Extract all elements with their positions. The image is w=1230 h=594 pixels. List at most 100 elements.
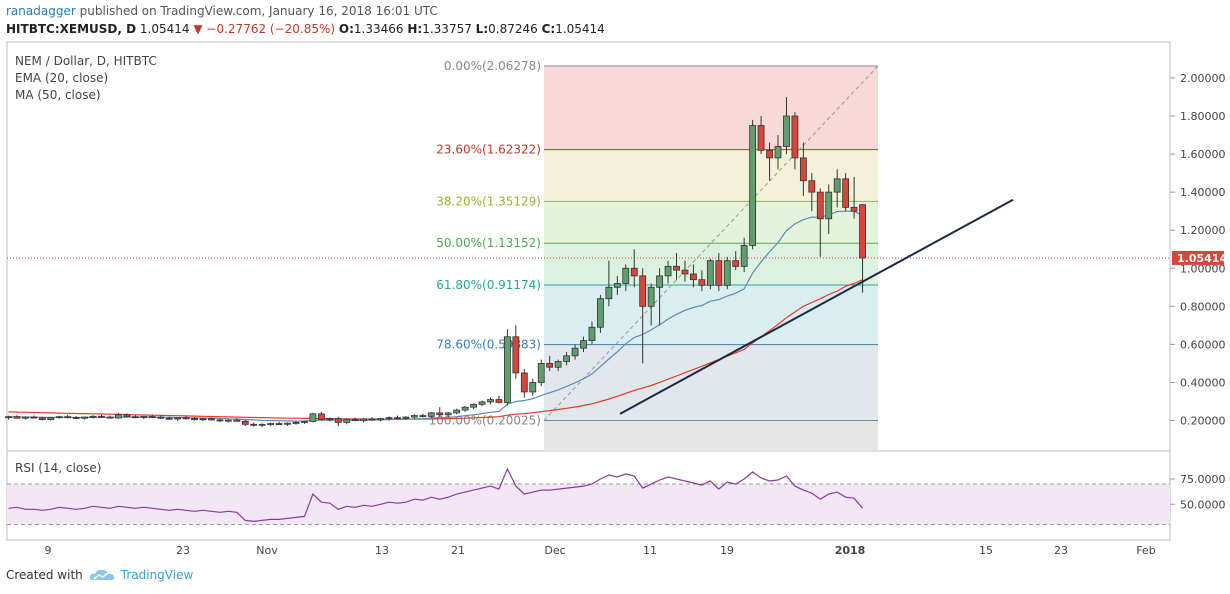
candle bbox=[394, 415, 401, 420]
candle-body bbox=[613, 283, 621, 288]
candle-body bbox=[520, 372, 528, 393]
candle bbox=[81, 416, 89, 420]
x-tick-label: 15 bbox=[979, 544, 993, 557]
rsi-y-tick-label: 75.0000 bbox=[1180, 473, 1226, 486]
candle-body bbox=[487, 399, 494, 403]
candle-body bbox=[343, 419, 351, 423]
y-tick-label: 1.80000 bbox=[1180, 110, 1226, 123]
candle-body bbox=[774, 146, 782, 159]
candle-body bbox=[241, 420, 249, 425]
candle bbox=[740, 237, 748, 273]
candle-body bbox=[13, 416, 21, 419]
fib-label: 61.80%(0.91174) bbox=[436, 278, 541, 292]
candle-body bbox=[563, 355, 570, 362]
candle bbox=[791, 112, 799, 170]
candle-body bbox=[749, 125, 757, 246]
x-tick-label: 19 bbox=[720, 544, 734, 557]
candle-body bbox=[258, 423, 266, 426]
open-label: O: bbox=[338, 22, 354, 36]
candle-body bbox=[5, 416, 12, 419]
candle-body bbox=[766, 149, 773, 159]
tradingview-link[interactable]: TradingView bbox=[120, 568, 194, 582]
x-tick-label: 21 bbox=[451, 544, 465, 557]
candle bbox=[368, 417, 376, 421]
candle bbox=[597, 294, 604, 333]
candle-body bbox=[732, 260, 740, 267]
chart-title: NEM / Dollar, D, HITBTC bbox=[15, 54, 157, 68]
candle bbox=[309, 412, 317, 423]
candle bbox=[402, 416, 410, 420]
candle-body bbox=[301, 421, 308, 423]
candle-body bbox=[64, 416, 72, 419]
publish-text: published on TradingView.com, January 16… bbox=[79, 4, 438, 18]
candle-body bbox=[529, 382, 537, 393]
ohlc-header: HITBTC:XEMUSD, D 1.05414 ▼ −0.27762 (−20… bbox=[6, 22, 605, 36]
candle-body bbox=[673, 265, 680, 271]
candle-body bbox=[394, 417, 401, 420]
candle-body bbox=[360, 418, 368, 421]
rsi-indicator: 75.0000 50.0000 bbox=[7, 467, 1226, 525]
candle-body bbox=[495, 399, 503, 403]
candle-body bbox=[377, 418, 384, 421]
y-tick-label: 2.00000 bbox=[1180, 72, 1226, 85]
candle-body bbox=[292, 422, 300, 424]
candle bbox=[284, 422, 291, 426]
candle-body bbox=[588, 326, 596, 341]
candle bbox=[580, 336, 587, 352]
candle-body bbox=[537, 363, 545, 383]
candle bbox=[563, 351, 570, 366]
candle bbox=[520, 369, 528, 398]
candle-body bbox=[131, 416, 139, 419]
x-tick-label: 23 bbox=[176, 544, 190, 557]
fib-label: 50.00%(1.13152) bbox=[436, 236, 541, 250]
candle bbox=[13, 415, 21, 419]
candle-body bbox=[47, 417, 55, 420]
x-tick-label: 11 bbox=[643, 544, 657, 557]
candle bbox=[825, 184, 833, 235]
candle bbox=[258, 423, 266, 428]
author-link[interactable]: ranadagger bbox=[6, 4, 76, 18]
candles bbox=[5, 96, 866, 428]
candle bbox=[639, 268, 647, 364]
candle-body bbox=[174, 417, 182, 420]
candle-body bbox=[597, 298, 604, 328]
candle bbox=[64, 414, 72, 419]
candle-body bbox=[224, 419, 232, 422]
close-label: C: bbox=[541, 22, 556, 36]
candle-body bbox=[571, 347, 579, 357]
candle-body bbox=[656, 275, 664, 288]
candle-body bbox=[191, 418, 198, 421]
candle bbox=[377, 417, 384, 422]
candle bbox=[199, 418, 207, 422]
last-price-label: 1.05414 bbox=[1177, 252, 1227, 265]
y-axis: 2.00000 1.80000 1.60000 1.40000 1.20000 1.000… bbox=[7, 72, 1227, 428]
candle bbox=[275, 421, 283, 426]
candle bbox=[241, 419, 249, 427]
candle bbox=[216, 418, 224, 423]
fib-base-zone bbox=[544, 420, 878, 451]
x-tick-label: 9 bbox=[45, 544, 52, 557]
candle bbox=[766, 142, 773, 181]
candle-body bbox=[334, 418, 342, 423]
candle bbox=[385, 416, 393, 421]
rsi-band bbox=[7, 484, 1170, 525]
candle-body bbox=[368, 418, 376, 421]
candle bbox=[554, 359, 562, 372]
candle-body bbox=[81, 416, 89, 419]
candle bbox=[250, 422, 258, 427]
candle bbox=[106, 415, 114, 419]
low-value: 0.87246 bbox=[488, 22, 538, 36]
candle bbox=[808, 173, 816, 212]
candle bbox=[664, 260, 672, 284]
candle-body bbox=[351, 419, 359, 421]
candle bbox=[343, 418, 351, 425]
candle-body bbox=[850, 206, 858, 212]
candle bbox=[605, 260, 613, 307]
candle-body bbox=[326, 418, 334, 420]
publish-info: ranadagger published on TradingView.com,… bbox=[6, 4, 438, 18]
candle bbox=[732, 251, 740, 271]
candle bbox=[529, 378, 537, 396]
support-trendline bbox=[619, 198, 1014, 415]
candle-body bbox=[504, 336, 511, 403]
